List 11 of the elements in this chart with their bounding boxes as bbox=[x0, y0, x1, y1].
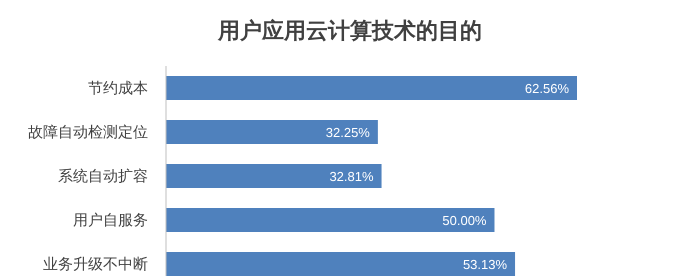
data-label: 50.00% bbox=[442, 213, 486, 228]
data-label: 62.56% bbox=[524, 81, 569, 96]
category-label: 系统自动扩容 bbox=[58, 168, 148, 185]
category-label: 故障自动检测定位 bbox=[28, 124, 148, 141]
data-label: 32.25% bbox=[326, 125, 370, 140]
title: 用户应用云计算技术的目的 bbox=[218, 18, 482, 43]
category-label: 业务升级不中断 bbox=[43, 256, 148, 273]
data-label: 32.81% bbox=[329, 169, 374, 184]
category-label: 节约成本 bbox=[88, 80, 148, 97]
data-label: 53.13% bbox=[462, 257, 508, 272]
category-label: 用户自服务 bbox=[73, 212, 148, 229]
